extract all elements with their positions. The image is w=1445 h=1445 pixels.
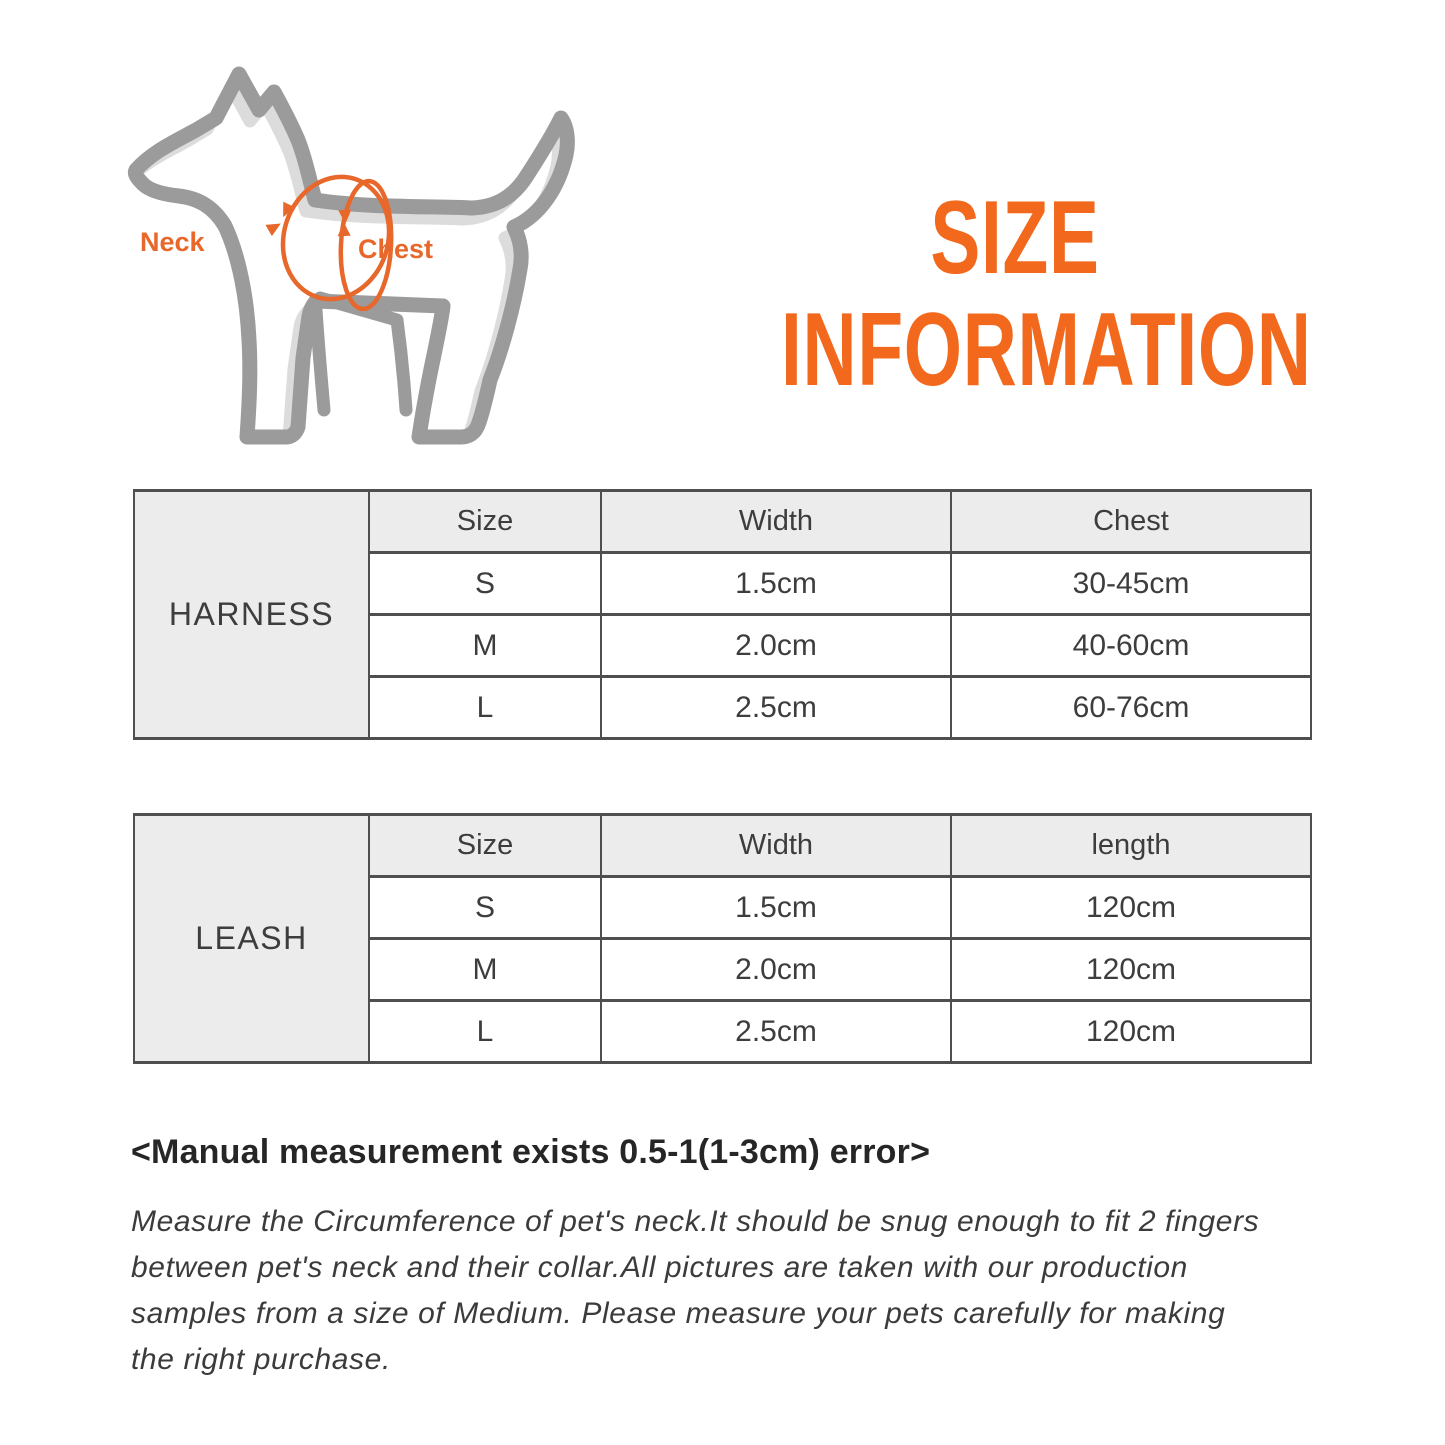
chest-loop-icon [338, 178, 394, 312]
chest-label: Chest [358, 234, 433, 264]
cell-length: 120cm [950, 999, 1312, 1064]
cell-width: 2.5cm [600, 675, 952, 740]
cell-size: S [368, 551, 602, 616]
neck-loop-icon [280, 174, 392, 302]
instructions-line: Measure the Circumference of pet's neck.… [131, 1205, 1260, 1238]
instructions-line: the right purchase. [131, 1343, 391, 1376]
dog-far-legs-lines [309, 291, 413, 417]
neck-label: Neck [140, 227, 206, 257]
table-row: M 2.0cm 40-60cm [134, 613, 1312, 678]
table-row: M 2.0cm 120cm [134, 937, 1312, 1002]
table-row: S 1.5cm 120cm [134, 875, 1312, 940]
cell-size: M [368, 937, 602, 1002]
column-header-width: Width [600, 813, 952, 878]
leash-table-section: LEASH Size Width length S 1.5cm 120cm M … [133, 813, 1312, 1064]
cell-size: S [368, 875, 602, 940]
column-header-length: length [950, 813, 1312, 878]
leash-table: LEASH Size Width length S 1.5cm 120cm M … [133, 813, 1312, 1064]
cell-width: 2.0cm [600, 937, 952, 1002]
harness-table: HARNESS Size Width Chest S 1.5cm 30-45cm… [133, 489, 1312, 740]
column-header-chest: Chest [950, 489, 1312, 554]
table-row: S 1.5cm 30-45cm [134, 551, 1312, 616]
cell-width: 1.5cm [600, 551, 952, 616]
measuring-instructions: Measure the Circumference of pet's neck.… [131, 1199, 1401, 1383]
table-header-row: LEASH Size Width length [133, 813, 1312, 1064]
dog-measurement-illustration: Neck Chest [100, 58, 660, 458]
page-title: SIZE INFORMATION [781, 180, 1312, 408]
dog-body-fill [135, 74, 568, 437]
cell-length: 120cm [950, 875, 1312, 940]
dog-icon: Neck Chest [127, 66, 575, 445]
harness-table-section: HARNESS Size Width Chest S 1.5cm 30-45cm… [133, 489, 1312, 740]
cell-chest: 60-76cm [950, 675, 1312, 740]
column-header-size: Size [368, 489, 602, 554]
table-row: L 2.5cm 60-76cm [134, 675, 1312, 740]
cell-chest: 30-45cm [950, 551, 1312, 616]
cell-width: 2.0cm [600, 613, 952, 678]
column-header-width: Width [600, 489, 952, 554]
table-row: L 2.5cm 120cm [134, 999, 1312, 1064]
instructions-line: between pet's neck and their collar.All … [131, 1251, 1188, 1284]
cell-size: L [368, 675, 602, 740]
cell-length: 120cm [950, 937, 1312, 1002]
page-title-line1: SIZE [930, 180, 1100, 296]
cell-size: M [368, 613, 602, 678]
cell-width: 1.5cm [600, 875, 952, 940]
instructions-line: samples from a size of Medium. Please me… [131, 1297, 1226, 1330]
cell-width: 2.5cm [600, 999, 952, 1064]
harness-row-label: HARNESS [133, 489, 370, 740]
manual-measurement-note: <Manual measurement exists 0.5-1(1-3cm) … [131, 1133, 931, 1171]
column-header-size: Size [368, 813, 602, 878]
table-header-row: HARNESS Size Width Chest [133, 489, 1312, 740]
cell-chest: 40-60cm [950, 613, 1312, 678]
cell-size: L [368, 999, 602, 1064]
leash-row-label: LEASH [133, 813, 370, 1064]
page-title-line2: INFORMATION [781, 292, 1312, 408]
